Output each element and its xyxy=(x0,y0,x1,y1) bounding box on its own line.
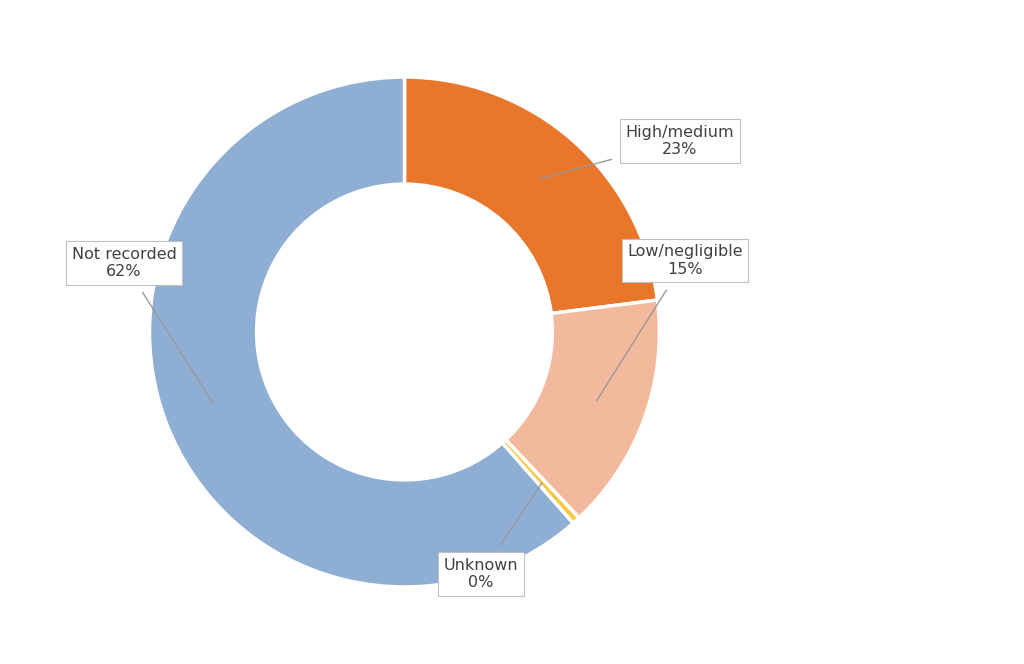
Wedge shape xyxy=(150,77,573,587)
Wedge shape xyxy=(503,440,579,523)
Text: Not recorded
62%: Not recorded 62% xyxy=(72,247,214,404)
Text: Low/negligible
15%: Low/negligible 15% xyxy=(596,244,742,401)
Wedge shape xyxy=(404,77,657,313)
Text: Unknown
0%: Unknown 0% xyxy=(443,483,542,590)
Text: High/medium
23%: High/medium 23% xyxy=(540,125,734,179)
Wedge shape xyxy=(506,300,659,518)
